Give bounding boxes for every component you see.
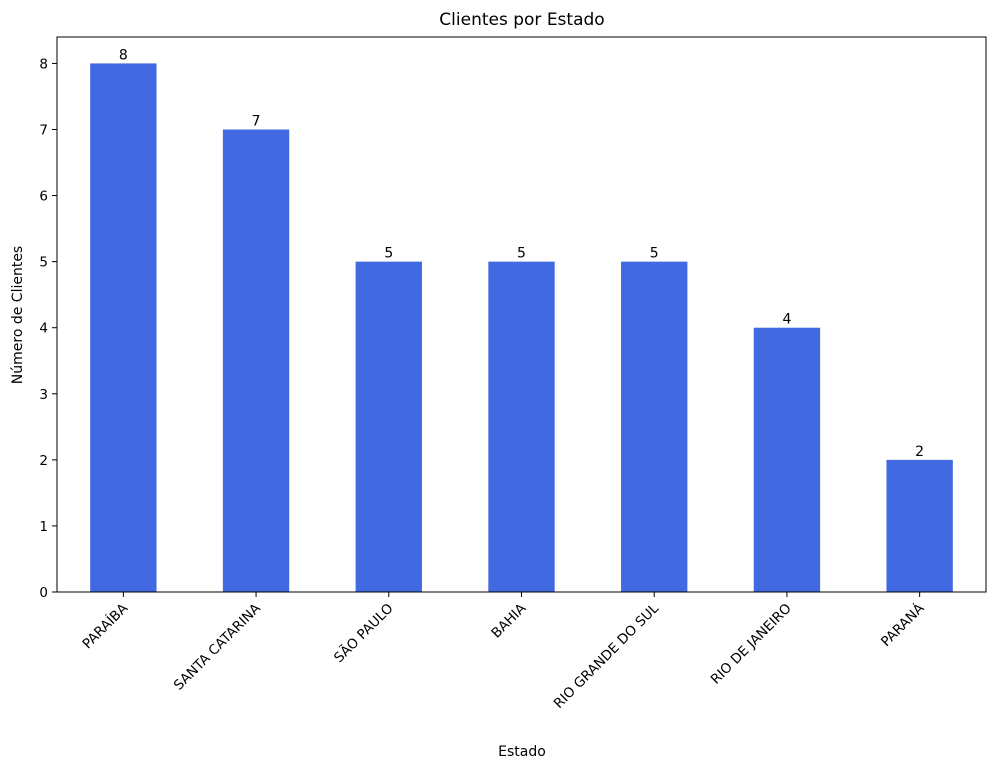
y-tick-label: 4: [39, 321, 48, 337]
x-tick-label: RIO GRANDE DO SUL: [551, 600, 663, 712]
x-axis-label: Estado: [498, 744, 546, 760]
y-tick-label: 1: [39, 519, 48, 535]
y-tick-label: 7: [39, 123, 48, 139]
data-label: 8: [119, 47, 128, 63]
bar: [886, 459, 953, 592]
data-label: 5: [384, 246, 393, 262]
x-tick-label: SÃO PAULO: [330, 600, 396, 666]
bar: [355, 261, 422, 592]
y-tick-label: 6: [39, 189, 48, 205]
chart-title: Clientes por Estado: [439, 10, 604, 30]
data-label: 5: [517, 246, 526, 262]
data-label: 4: [782, 312, 791, 328]
bar: [222, 129, 290, 592]
bar: [488, 261, 555, 592]
y-tick-label: 8: [39, 56, 48, 72]
x-tick-label: BAHIA: [488, 600, 529, 641]
data-label: 7: [252, 114, 261, 130]
x-tick-label: RIO DE JANEIRO: [708, 601, 795, 688]
x-tick-label: PARANÁ: [877, 599, 928, 650]
y-tick-label: 3: [39, 387, 48, 403]
x-tick-label: PARAÍBA: [79, 599, 132, 652]
y-tick-label: 0: [39, 585, 48, 601]
x-tick-label: SANTA CATARINA: [171, 600, 265, 694]
plot-area: 8 PARAÍBA 7 SANTA CATARINA 5 SÃO PAULO 5 BAHIA 5…: [39, 36, 987, 712]
plot-frame: [56, 36, 987, 593]
data-label: 2: [915, 444, 924, 460]
bar: [90, 63, 157, 592]
bar: [753, 327, 821, 592]
data-label: 5: [650, 246, 659, 262]
y-axis-label: Número de Clientes: [10, 246, 26, 384]
y-tick-label: 2: [39, 453, 48, 469]
y-tick-label: 5: [39, 255, 48, 271]
bar: [621, 261, 688, 592]
